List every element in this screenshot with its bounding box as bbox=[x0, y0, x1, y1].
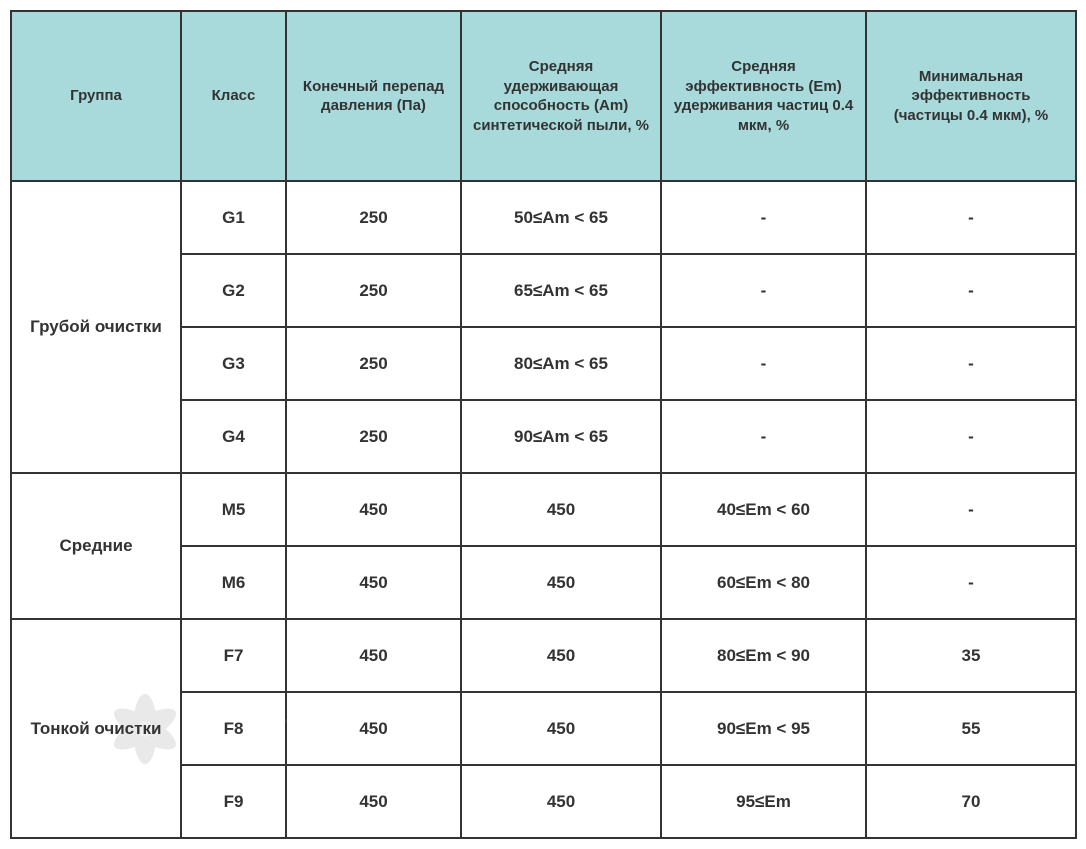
header-min: Минимальная эффективность (частицы 0.4 м… bbox=[866, 11, 1076, 181]
cell-group: Грубой очистки bbox=[11, 181, 181, 473]
header-pressure: Конечный перепад давления (Па) bbox=[286, 11, 461, 181]
cell-class: G1 bbox=[181, 181, 286, 254]
cell-pressure: 450 bbox=[286, 473, 461, 546]
header-am: Средняя удерживающая способность (Am) си… bbox=[461, 11, 661, 181]
cell-min: 55 bbox=[866, 692, 1076, 765]
cell-em: 95≤Em bbox=[661, 765, 866, 838]
table-body: Грубой очисткиG125050≤Am < 65--G225065≤A… bbox=[11, 181, 1076, 838]
cell-em: 40≤Em < 60 bbox=[661, 473, 866, 546]
cell-em: - bbox=[661, 254, 866, 327]
cell-am: 50≤Am < 65 bbox=[461, 181, 661, 254]
table-row: СредниеM545045040≤Em < 60- bbox=[11, 473, 1076, 546]
table-row: Тонкой очисткиF745045080≤Em < 9035 bbox=[11, 619, 1076, 692]
cell-am: 90≤Am < 65 bbox=[461, 400, 661, 473]
cell-class: M6 bbox=[181, 546, 286, 619]
cell-min: - bbox=[866, 181, 1076, 254]
header-group: Группа bbox=[11, 11, 181, 181]
cell-pressure: 450 bbox=[286, 692, 461, 765]
cell-min: - bbox=[866, 254, 1076, 327]
header-em: Средняя эффективность (Em) удерживания ч… bbox=[661, 11, 866, 181]
cell-em: - bbox=[661, 400, 866, 473]
cell-am: 450 bbox=[461, 692, 661, 765]
cell-pressure: 450 bbox=[286, 619, 461, 692]
cell-group: Средние bbox=[11, 473, 181, 619]
cell-min: 70 bbox=[866, 765, 1076, 838]
cell-min: 35 bbox=[866, 619, 1076, 692]
cell-pressure: 250 bbox=[286, 254, 461, 327]
cell-pressure: 250 bbox=[286, 181, 461, 254]
cell-class: M5 bbox=[181, 473, 286, 546]
filter-table-container: VENT EL Группа Класс Конечный перепад да… bbox=[10, 10, 1076, 839]
cell-em: - bbox=[661, 327, 866, 400]
cell-min: - bbox=[866, 473, 1076, 546]
cell-class: G4 bbox=[181, 400, 286, 473]
cell-class: F7 bbox=[181, 619, 286, 692]
cell-am: 450 bbox=[461, 473, 661, 546]
cell-min: - bbox=[866, 546, 1076, 619]
cell-class: G2 bbox=[181, 254, 286, 327]
cell-am: 450 bbox=[461, 619, 661, 692]
cell-class: F8 bbox=[181, 692, 286, 765]
table-header-row: Группа Класс Конечный перепад давления (… bbox=[11, 11, 1076, 181]
cell-min: - bbox=[866, 327, 1076, 400]
cell-pressure: 450 bbox=[286, 765, 461, 838]
cell-class: F9 bbox=[181, 765, 286, 838]
table-row: Грубой очисткиG125050≤Am < 65-- bbox=[11, 181, 1076, 254]
cell-em: - bbox=[661, 181, 866, 254]
cell-min: - bbox=[866, 400, 1076, 473]
cell-pressure: 250 bbox=[286, 327, 461, 400]
header-class: Класс bbox=[181, 11, 286, 181]
cell-class: G3 bbox=[181, 327, 286, 400]
filter-classification-table: Группа Класс Конечный перепад давления (… bbox=[10, 10, 1077, 839]
cell-am: 65≤Am < 65 bbox=[461, 254, 661, 327]
cell-em: 80≤Em < 90 bbox=[661, 619, 866, 692]
cell-am: 450 bbox=[461, 546, 661, 619]
cell-pressure: 250 bbox=[286, 400, 461, 473]
cell-group: Тонкой очистки bbox=[11, 619, 181, 838]
cell-em: 90≤Em < 95 bbox=[661, 692, 866, 765]
cell-em: 60≤Em < 80 bbox=[661, 546, 866, 619]
cell-pressure: 450 bbox=[286, 546, 461, 619]
cell-am: 450 bbox=[461, 765, 661, 838]
cell-am: 80≤Am < 65 bbox=[461, 327, 661, 400]
